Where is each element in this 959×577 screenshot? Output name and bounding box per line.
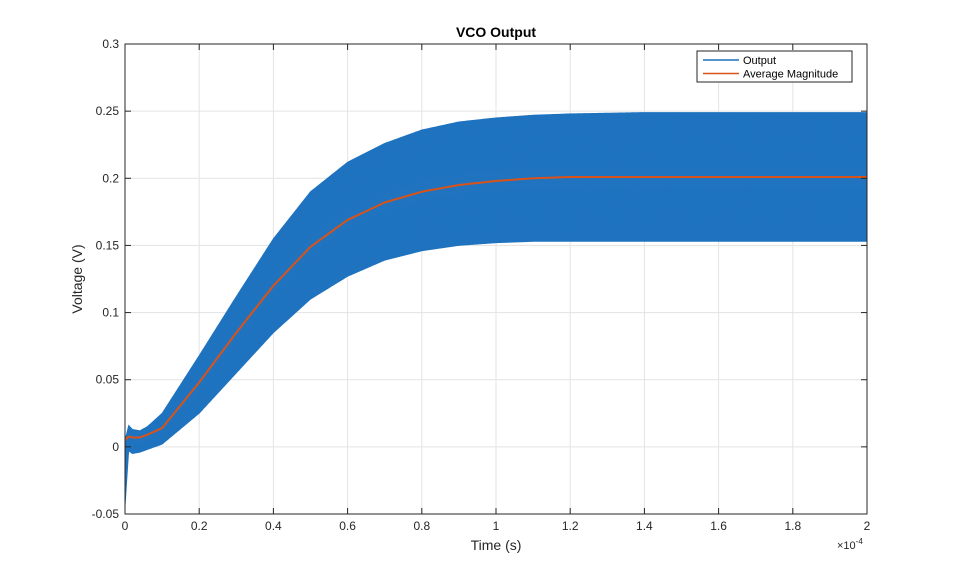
series-average-magnitude-line bbox=[124, 175, 867, 441]
x-tick-label: 0.2 bbox=[191, 519, 208, 533]
x-tick-label: 0.4 bbox=[265, 519, 282, 533]
y-tick-label: 0.1 bbox=[102, 306, 119, 320]
legend: Output Average Magnitude bbox=[696, 50, 853, 83]
x-tick-label: 0.8 bbox=[413, 519, 430, 533]
legend-label-output: Output bbox=[743, 55, 776, 67]
x-tick-label: 2 bbox=[864, 519, 871, 533]
data-layer bbox=[124, 112, 868, 508]
chart-title: VCO Output bbox=[456, 24, 536, 40]
y-tick-label: 0.2 bbox=[102, 171, 119, 185]
y-tick-label: 0.25 bbox=[96, 104, 120, 118]
x-tick-label: 1.4 bbox=[636, 519, 653, 533]
x-axis-exponent: ×10-4 bbox=[837, 537, 863, 552]
y-tick-label: -0.05 bbox=[92, 507, 120, 521]
y-tick-label: 0.3 bbox=[102, 37, 119, 51]
legend-box bbox=[696, 50, 853, 83]
x-tick-label: 1.6 bbox=[710, 519, 727, 533]
x-tick-label: 1.8 bbox=[784, 519, 801, 533]
y-tick-label: 0.05 bbox=[96, 373, 120, 387]
x-tick-label: 0.6 bbox=[339, 519, 356, 533]
x-axis-label: Time (s) bbox=[471, 537, 522, 553]
y-axis-label: Voltage (V) bbox=[69, 244, 85, 313]
series-output-line bbox=[124, 112, 868, 500]
x-axis-exponent-power: -4 bbox=[856, 537, 864, 546]
y-tick-label: 0 bbox=[112, 440, 119, 454]
y-tick-label: 0.15 bbox=[96, 238, 120, 252]
x-tick-label: 0 bbox=[122, 519, 129, 533]
legend-label-average-magnitude: Average Magnitude bbox=[743, 69, 838, 81]
x-tick-label: 1 bbox=[493, 519, 500, 533]
x-tick-label: 1.2 bbox=[562, 519, 579, 533]
x-axis-exponent-base: ×10 bbox=[837, 540, 856, 552]
axis-ticks: 0 0.2 0.4 0.6 0.8 1 1.2 1.4 1.6 1.8 2-0.0500.050.1… bbox=[92, 37, 871, 533]
